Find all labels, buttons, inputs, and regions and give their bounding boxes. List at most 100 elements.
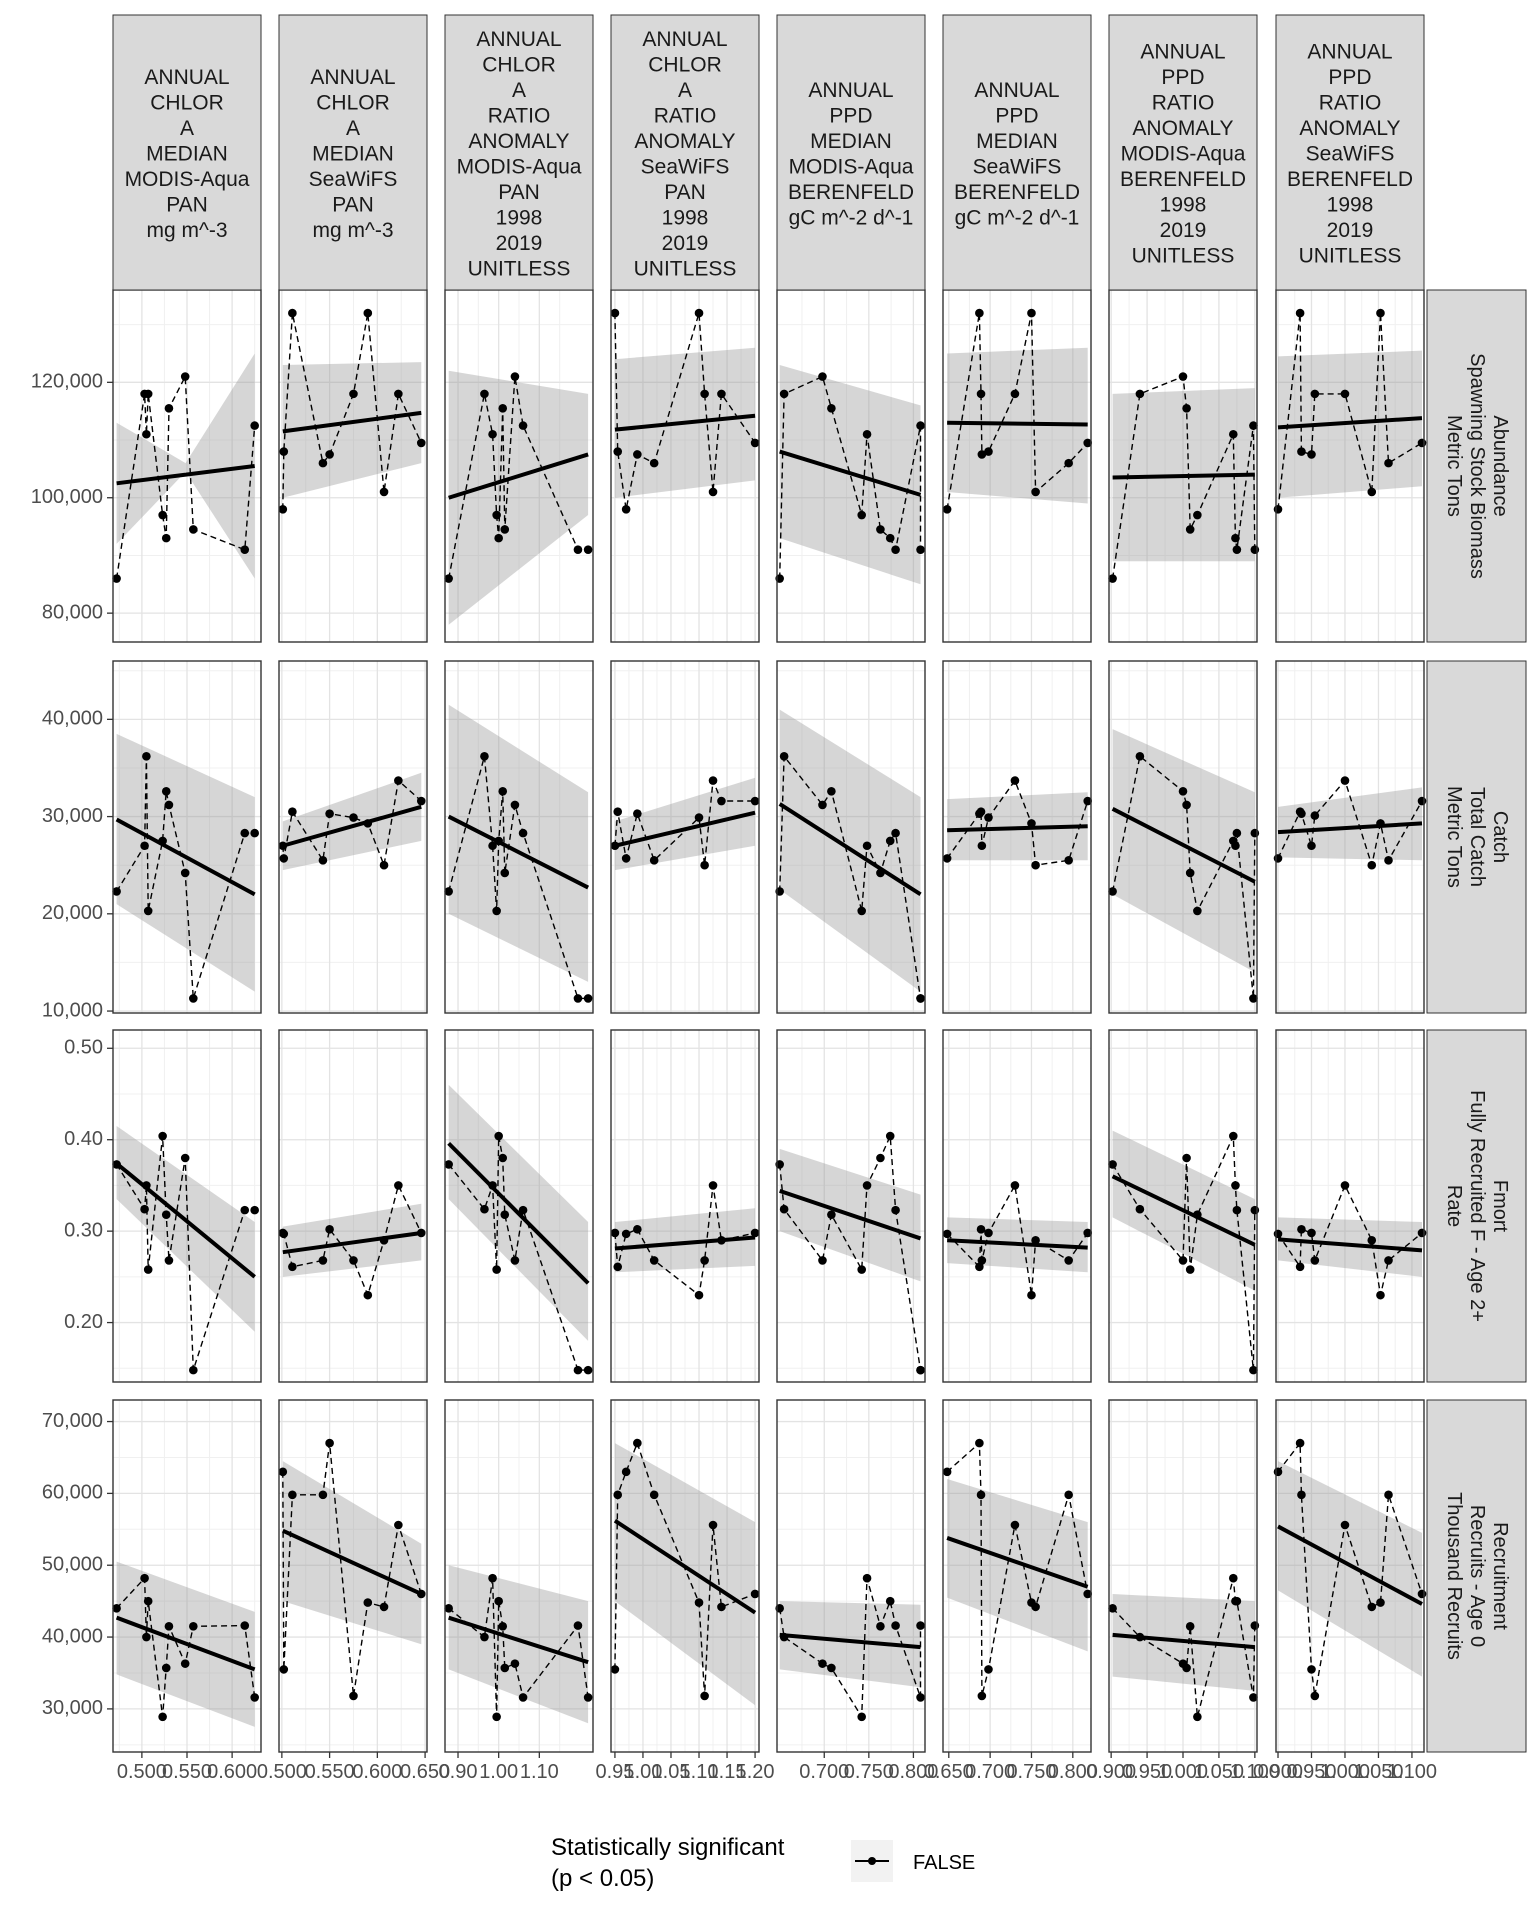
data-point	[621, 1229, 631, 1239]
data-point	[621, 1467, 631, 1477]
data-point	[779, 1632, 789, 1642]
data-point	[1031, 1235, 1040, 1245]
data-point	[708, 1181, 718, 1190]
data-point	[942, 854, 952, 863]
column-strip-6-line: SeaWiFS	[973, 155, 1062, 178]
row-strip-2-line: Total Catch	[1466, 787, 1488, 887]
x-tick-label: 1.050	[1353, 1761, 1403, 1783]
column-strip-2-line: PAN	[332, 194, 374, 217]
data-point	[1228, 1573, 1238, 1583]
column-strip-7-line: ANNUAL	[1140, 41, 1225, 64]
y-tick-label: 0.40	[64, 1128, 103, 1150]
panel-border	[1275, 1399, 1425, 1753]
column-strip-4-line: 1998	[662, 206, 709, 229]
data-point	[984, 1665, 993, 1674]
data-point	[444, 887, 453, 896]
x-tick-label: 0.900	[1253, 1761, 1303, 1783]
data-point	[1340, 389, 1350, 399]
data-point	[494, 533, 503, 543]
column-strip-8-line: SeaWiFS	[1306, 143, 1395, 166]
data-point	[885, 1596, 895, 1606]
panel-r2-c5	[775, 660, 926, 1014]
x-tick-label: 0.650	[924, 1761, 974, 1783]
data-point	[250, 1693, 259, 1702]
series-dashed-line	[779, 754, 922, 999]
x-tick-label: 1.10	[520, 1761, 559, 1783]
data-point	[984, 813, 993, 822]
column-strip-2-line: A	[346, 117, 360, 140]
data-point	[1178, 372, 1188, 381]
confidence-band	[116, 1126, 255, 1332]
data-point	[862, 1181, 872, 1190]
data-point	[510, 1256, 520, 1265]
data-point	[583, 545, 593, 554]
data-point	[180, 372, 190, 381]
data-point	[977, 841, 987, 851]
data-point	[876, 525, 885, 534]
data-point	[1182, 1153, 1191, 1163]
column-strip-1-line: MEDIAN	[146, 143, 228, 166]
panel-border	[1108, 1029, 1258, 1383]
column-strip-4-line: A	[678, 79, 692, 102]
data-point	[492, 1712, 501, 1722]
data-point	[1273, 1229, 1283, 1239]
regression-fit-line	[447, 1141, 590, 1285]
data-point	[161, 1663, 171, 1673]
data-point	[573, 1621, 583, 1630]
regression-fit-line	[779, 449, 922, 497]
data-point	[573, 1365, 583, 1375]
data-point	[613, 1262, 623, 1272]
data-point	[649, 856, 659, 865]
column-strip-4-line: ANOMALY	[634, 130, 735, 153]
panel-border	[942, 1029, 1092, 1383]
data-point	[349, 813, 358, 822]
data-point	[158, 510, 167, 520]
data-point	[1182, 1663, 1191, 1673]
data-point	[885, 1131, 895, 1141]
column-strip-7-line: 2019	[1160, 219, 1207, 242]
x-tick-label: 0.550	[305, 1761, 355, 1783]
data-point	[518, 1205, 528, 1215]
data-point	[1249, 421, 1258, 430]
data-point	[583, 1693, 593, 1702]
data-point	[278, 1467, 288, 1477]
data-point	[164, 800, 174, 810]
data-point	[140, 1573, 149, 1583]
data-point	[610, 1228, 620, 1238]
data-point	[1182, 800, 1191, 810]
data-point	[1083, 1228, 1092, 1238]
column-strip-3-line: UNITLESS	[468, 257, 571, 280]
data-point	[610, 1665, 620, 1674]
panel-border	[942, 660, 1092, 1014]
data-point	[1108, 574, 1117, 583]
panel-border	[942, 1399, 1092, 1753]
data-point	[1027, 308, 1036, 318]
x-tick-label: 1.100	[1230, 1761, 1280, 1783]
x-tick-label: 0.750	[844, 1761, 894, 1783]
data-point	[250, 1205, 259, 1215]
column-strip-4-line: 2019	[662, 232, 709, 255]
confidence-band	[282, 1461, 422, 1645]
data-point	[708, 1520, 718, 1530]
data-point	[363, 1598, 373, 1607]
series-dashed-line	[946, 1441, 1089, 1697]
data-point	[1367, 1602, 1377, 1612]
column-strip-4	[610, 14, 760, 291]
data-point	[158, 1712, 167, 1722]
series-dashed-line	[946, 1183, 1089, 1296]
panel-r4-c1	[112, 1399, 262, 1753]
panel-r4-c2	[278, 1399, 428, 1753]
data-point	[379, 487, 389, 497]
column-strip-6-line: ANNUAL	[974, 79, 1059, 102]
data-point	[416, 438, 426, 448]
panel-r3-c6	[942, 1029, 1092, 1383]
column-strip-3-line: RATIO	[488, 104, 551, 127]
data-point	[573, 994, 583, 1003]
series-dashed-line	[116, 756, 255, 999]
regression-fit-line	[1277, 1237, 1423, 1253]
panel-r1-c5	[775, 289, 926, 643]
panel-border	[610, 1029, 760, 1383]
panel-r4-c6	[942, 1399, 1092, 1753]
data-point	[1310, 811, 1320, 820]
confidence-band	[448, 370, 589, 625]
